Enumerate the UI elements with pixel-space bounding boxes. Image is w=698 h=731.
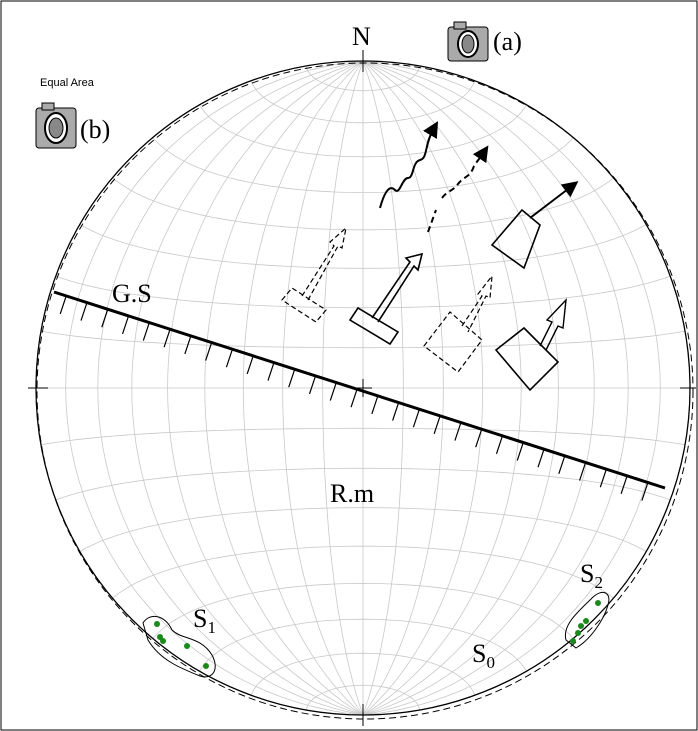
dashed-wavy-arrow (427, 152, 484, 233)
s0-label: S0 (472, 639, 495, 672)
camera-icon (35, 102, 77, 149)
equal-area-label: Equal Area (40, 77, 95, 89)
gs-tick (288, 369, 296, 388)
gs-tick (350, 389, 358, 408)
small-circle (305, 65, 421, 92)
gs-tick (59, 295, 67, 315)
small-circle (199, 618, 527, 672)
s1-base: S (193, 604, 207, 633)
gs-ticks (59, 295, 649, 501)
gs-tick (641, 482, 649, 501)
gs-tick (121, 315, 130, 335)
gs-tick (392, 402, 400, 421)
north-label: N (352, 22, 371, 51)
net-grid (36, 61, 690, 715)
gs-tick (599, 468, 607, 488)
gs-tick (433, 415, 441, 435)
gs-tick (225, 349, 233, 368)
s2-sub: 2 (594, 573, 603, 592)
gs-tick (101, 309, 109, 328)
gs-tick (308, 375, 317, 395)
small-circle (250, 652, 476, 696)
square-arrow (539, 298, 567, 351)
small-circle (250, 80, 476, 124)
poles (154, 600, 601, 669)
small-circle (152, 582, 574, 639)
camera-icon (447, 21, 489, 62)
wavy-arrow (379, 121, 439, 209)
gs-tick (495, 435, 504, 455)
s0-base: S (472, 639, 486, 668)
gs-tick (537, 449, 545, 468)
dashed-primitive (36, 62, 694, 720)
small-circle (40, 330, 686, 349)
gs-plane (53, 290, 666, 490)
s2-label: S2 (580, 559, 603, 592)
s2-base: S (580, 559, 594, 588)
gs-tick (516, 442, 524, 461)
gs-tick (620, 475, 628, 495)
gs-tick (205, 342, 213, 361)
s0-sub: 0 (486, 653, 495, 672)
gs-tick (142, 322, 150, 341)
structure-symbols (281, 121, 579, 392)
gs-tick (558, 455, 566, 475)
gs-tick (163, 329, 171, 348)
small-circle (40, 427, 686, 446)
small-circle (79, 507, 647, 552)
hollow-t-arrow (348, 252, 424, 346)
gs-tick (184, 335, 192, 355)
gs-tick (80, 302, 88, 321)
small-circle (112, 177, 614, 231)
small-circle (199, 104, 527, 158)
small-circle (55, 467, 671, 501)
small-circle (152, 137, 574, 194)
gs-tick (579, 462, 587, 481)
s1-sub: 1 (207, 618, 216, 637)
trapezoid (490, 208, 541, 270)
trapezoid-arrow (529, 181, 579, 219)
square (494, 326, 560, 392)
small-circle (55, 275, 671, 309)
gs-tick (475, 429, 483, 448)
camera-b-label: (b) (80, 115, 110, 144)
gs-tick (267, 362, 275, 381)
gs-label: G.S (112, 279, 152, 308)
small-circle (79, 224, 647, 269)
rm-label: R.m (330, 479, 374, 508)
small-circle (112, 545, 614, 599)
s1-label: S1 (193, 604, 216, 637)
gs-tick (246, 355, 254, 375)
cluster-outlines (142, 591, 610, 678)
gs-tick (329, 382, 337, 401)
gs-tick (454, 422, 462, 441)
gs-tick (412, 409, 420, 428)
gs-tick (371, 395, 379, 415)
small-circle (305, 684, 421, 711)
camera-a-label: (a) (493, 27, 522, 56)
